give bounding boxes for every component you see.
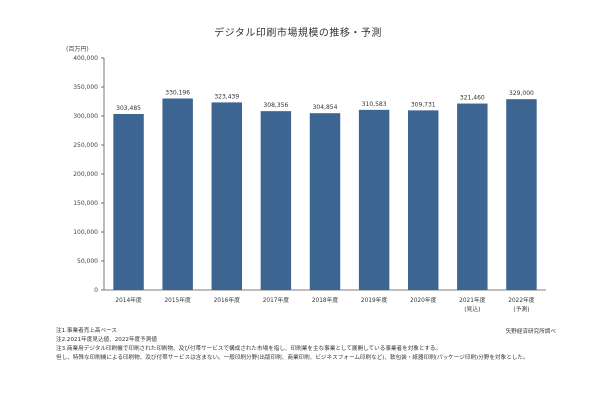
bar-value-label: 330,196 [165,89,190,96]
y-tick-label: 200,000 [73,171,98,178]
y-tick-label: 50,000 [77,258,98,265]
bar [260,111,292,290]
x-tick-sublabel: (予測) [513,305,529,313]
source-credit: 矢野経済研究所調べ [505,329,556,335]
chart-title: デジタル印刷市場規模の推移・予測 [214,28,382,39]
y-tick-label: 400,000 [73,55,98,62]
bar [506,99,537,291]
x-tick-label: 2015年度 [164,296,191,304]
bar [162,98,193,290]
y-tick-label: 350,000 [73,84,98,91]
bar [309,113,341,290]
x-tick-label: 2022年度 [508,296,535,304]
footnote-3-continued: 但し、特殊な印刷機による印刷物、及び付帯サービスは含まない。一般印刷分野(出版印… [56,355,529,361]
bar-value-label: 321,460 [460,95,485,102]
y-tick-label: 250,000 [73,142,98,149]
footnote-1: 注1.事業者売上高ベース [56,328,117,334]
y-tick-label: 100,000 [73,229,98,236]
bar-value-label: 323,439 [214,93,239,100]
x-tick-label: 2016年度 [214,296,241,304]
x-tick-sublabel: (見込) [464,305,480,313]
y-axis-unit-label: (百万円) [66,46,89,53]
bar [113,113,144,290]
x-tick-label: 2018年度 [312,296,339,304]
bar-value-label: 303,485 [116,105,141,112]
x-tick-label: 2017年度 [263,296,290,304]
bar-value-label: 304,854 [313,104,338,111]
x-tick-label: 2021年度 [459,296,486,304]
bar-value-label: 329,000 [509,90,534,97]
bar [407,110,439,290]
y-tick-label: 150,000 [73,200,98,207]
bar-value-label: 310,583 [362,101,387,108]
bar-value-label: 308,356 [263,102,288,109]
x-tick-label: 2020年度 [410,296,437,304]
bar [211,102,243,290]
bar [358,109,390,290]
footnote-2: 注2.2021年度見込値、2022年度予測値 [56,337,157,343]
y-tick-label: 0 [94,287,98,294]
x-tick-label: 2014年度 [115,296,142,304]
x-tick-label: 2019年度 [361,296,388,304]
footnote-3: 注3.商業用デジタル印刷機で印刷された印刷物、及び付帯サービスで構成された市場を… [56,346,442,352]
bar [457,103,488,291]
bar-value-label: 309,731 [411,101,436,108]
footnotes: 注1.事業者売上高ベース 注2.2021年度見込値、2022年度予測値 注3.商… [56,327,556,363]
y-tick-label: 300,000 [73,113,98,120]
